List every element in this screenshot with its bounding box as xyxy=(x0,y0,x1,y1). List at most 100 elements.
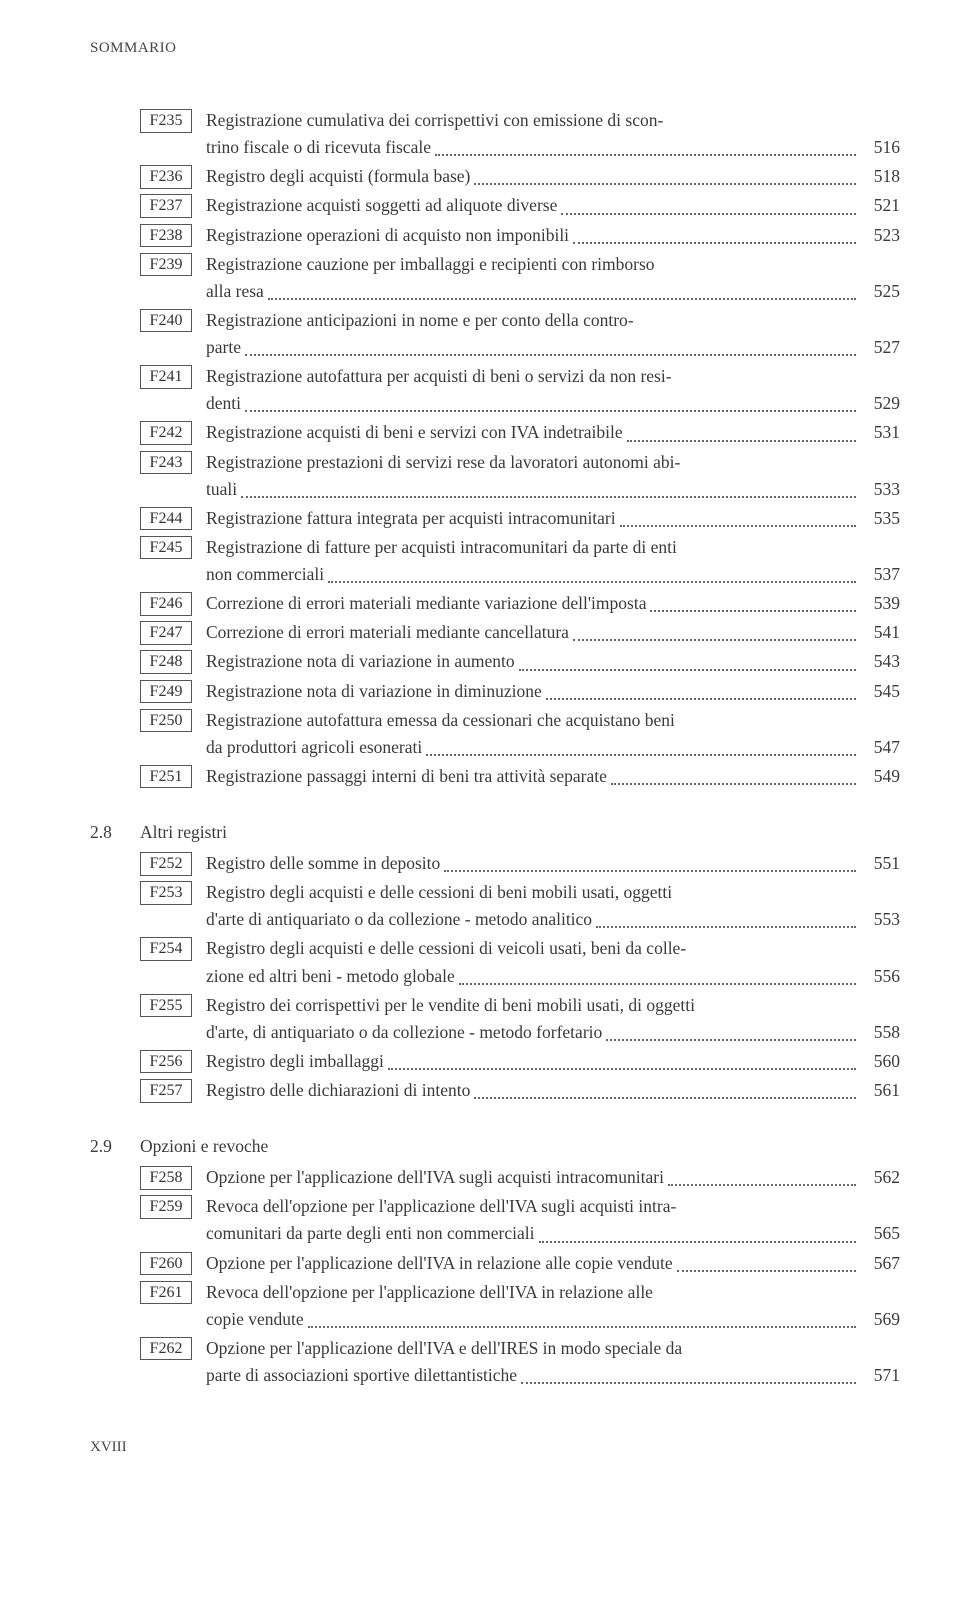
toc-entry: F253Registro degli acquisti e delle cess… xyxy=(140,879,900,933)
page-number: 556 xyxy=(860,963,900,990)
entry-text-wrap: Registrazione di fatture per acquisti in… xyxy=(206,534,900,588)
leader-dots xyxy=(606,1039,856,1041)
leader-dots xyxy=(388,1068,856,1070)
page-number: 545 xyxy=(860,678,900,705)
leader-dots xyxy=(245,410,856,412)
page-number: 547 xyxy=(860,734,900,761)
entry-text-wrap: Registro delle dichiarazioni di intento5… xyxy=(206,1077,900,1104)
leader-dots xyxy=(519,669,856,671)
entry-text-line: Revoca dell'opzione per l'applicazione d… xyxy=(206,1193,900,1220)
entry-last-line: d'arte, di antiquariato o da collezione … xyxy=(206,1019,900,1046)
entry-text-line: Registrazione cumulativa dei corrispetti… xyxy=(206,107,900,134)
leader-dots xyxy=(474,183,856,185)
page-number: 561 xyxy=(860,1077,900,1104)
entry-text-line: Registrazione prestazioni di servizi res… xyxy=(206,449,900,476)
leader-dots xyxy=(241,496,856,498)
entry-code: F255 xyxy=(140,994,192,1018)
entry-text: comunitari da parte degli enti non comme… xyxy=(206,1220,535,1247)
page-number: 521 xyxy=(860,192,900,219)
entry-text-wrap: Registro dei corrispettivi per le vendit… xyxy=(206,992,900,1046)
leader-dots xyxy=(573,242,856,244)
entry-text-wrap: Opzione per l'applicazione dell'IVA in r… xyxy=(206,1250,900,1277)
page-number: 516 xyxy=(860,134,900,161)
entry-last-line: d'arte di antiquariato o da collezione -… xyxy=(206,906,900,933)
entry-text-line: Registro degli acquisti e delle cessioni… xyxy=(206,879,900,906)
entry-text-wrap: Correzione di errori materiali mediante … xyxy=(206,619,900,646)
entry-code: F250 xyxy=(140,709,192,733)
toc-entry: F245 Registrazione di fatture per acquist… xyxy=(140,534,900,588)
entry-text: da produttori agricoli esonerati xyxy=(206,734,422,761)
entry-text-wrap: Revoca dell'opzione per l'applicazione d… xyxy=(206,1279,900,1333)
page-number: 537 xyxy=(860,561,900,588)
leader-dots xyxy=(268,298,856,300)
toc-entry: F257 Registro delle dichiarazioni di inte… xyxy=(140,1077,900,1104)
page-number: 541 xyxy=(860,619,900,646)
entry-text-wrap: Opzione per l'applicazione dell'IVA sugl… xyxy=(206,1164,900,1191)
entry-last-line: Registro degli imballaggi 560 xyxy=(206,1048,900,1075)
leader-dots xyxy=(459,983,856,985)
leader-dots xyxy=(650,610,856,612)
entry-text-wrap: Registrazione prestazioni di servizi res… xyxy=(206,449,900,503)
entry-last-line: Registrazione acquisti di beni e servizi… xyxy=(206,419,900,446)
entry-text-line: Opzione per l'applicazione dell'IVA e de… xyxy=(206,1335,900,1362)
entry-last-line: alla resa525 xyxy=(206,278,900,305)
toc-entry: F258Opzione per l'applicazione dell'IVA … xyxy=(140,1164,900,1191)
leader-dots xyxy=(474,1097,856,1099)
entry-text-wrap: Registrazione acquisti di beni e servizi… xyxy=(206,419,900,446)
entry-text: Opzione per l'applicazione dell'IVA in r… xyxy=(206,1250,673,1277)
page-number: 543 xyxy=(860,648,900,675)
entry-last-line: Correzione di errori materiali mediante … xyxy=(206,619,900,646)
section-title: Opzioni e revoche xyxy=(140,1132,900,1160)
entry-code: F236 xyxy=(140,165,192,189)
entry-code: F246 xyxy=(140,592,192,616)
entry-code: F254 xyxy=(140,937,192,961)
entry-code: F257 xyxy=(140,1079,192,1103)
page-number: 551 xyxy=(860,850,900,877)
entry-text-line: Registrazione cauzione per imballaggi e … xyxy=(206,251,900,278)
page-number: 569 xyxy=(860,1306,900,1333)
toc-entry: F254 Registro degli acquisti e delle cess… xyxy=(140,935,900,989)
page-number: 539 xyxy=(860,590,900,617)
entry-text-wrap: Correzione di errori materiali mediante … xyxy=(206,590,900,617)
section-number: 2.9 xyxy=(90,1132,140,1160)
entry-text: Correzione di errori materiali mediante … xyxy=(206,619,569,646)
entry-last-line: Correzione di errori materiali mediante … xyxy=(206,590,900,617)
entry-text: d'arte di antiquariato o da collezione -… xyxy=(206,906,592,933)
entry-code: F262 xyxy=(140,1337,192,1361)
entry-text: Registrazione passaggi interni di beni t… xyxy=(206,763,607,790)
leader-dots xyxy=(611,783,856,785)
entry-text-wrap: Opzione per l'applicazione dell'IVA e de… xyxy=(206,1335,900,1389)
leader-dots xyxy=(328,581,856,583)
entry-code: F249 xyxy=(140,680,192,704)
page-number: 558 xyxy=(860,1019,900,1046)
entry-code: F238 xyxy=(140,224,192,248)
entry-text: Registro degli imballaggi xyxy=(206,1048,384,1075)
toc-entry: F252Registro delle somme in deposito551 xyxy=(140,850,900,877)
leader-dots xyxy=(620,525,856,527)
entry-text: copie vendute xyxy=(206,1306,304,1333)
leader-dots xyxy=(539,1241,857,1243)
entry-code: F235 xyxy=(140,109,192,133)
entry-text-wrap: Registro degli imballaggi 560 xyxy=(206,1048,900,1075)
entry-last-line: non commerciali537 xyxy=(206,561,900,588)
entry-text: zione ed altri beni - metodo globale xyxy=(206,963,455,990)
entry-code: F256 xyxy=(140,1050,192,1074)
entry-text-wrap: Registro degli acquisti e delle cessioni… xyxy=(206,935,900,989)
entry-text: parte di associazioni sportive dilettant… xyxy=(206,1362,517,1389)
entry-last-line: denti529 xyxy=(206,390,900,417)
page-number: 535 xyxy=(860,505,900,532)
page-number: 565 xyxy=(860,1220,900,1247)
entry-last-line: copie vendute 569 xyxy=(206,1306,900,1333)
entry-last-line: tuali533 xyxy=(206,476,900,503)
entry-code: F245 xyxy=(140,536,192,560)
page-number: 523 xyxy=(860,222,900,249)
leader-dots xyxy=(521,1382,856,1384)
entry-text: Registro delle somme in deposito xyxy=(206,850,440,877)
page-number: 560 xyxy=(860,1048,900,1075)
entry-last-line: Registrazione operazioni di acquisto non… xyxy=(206,222,900,249)
section-heading: 2.8Altri registri xyxy=(90,818,900,846)
leader-dots xyxy=(444,870,856,872)
entries-block: F258Opzione per l'applicazione dell'IVA … xyxy=(140,1164,900,1389)
page-number: 562 xyxy=(860,1164,900,1191)
toc-entry: F247Correzione di errori materiali media… xyxy=(140,619,900,646)
